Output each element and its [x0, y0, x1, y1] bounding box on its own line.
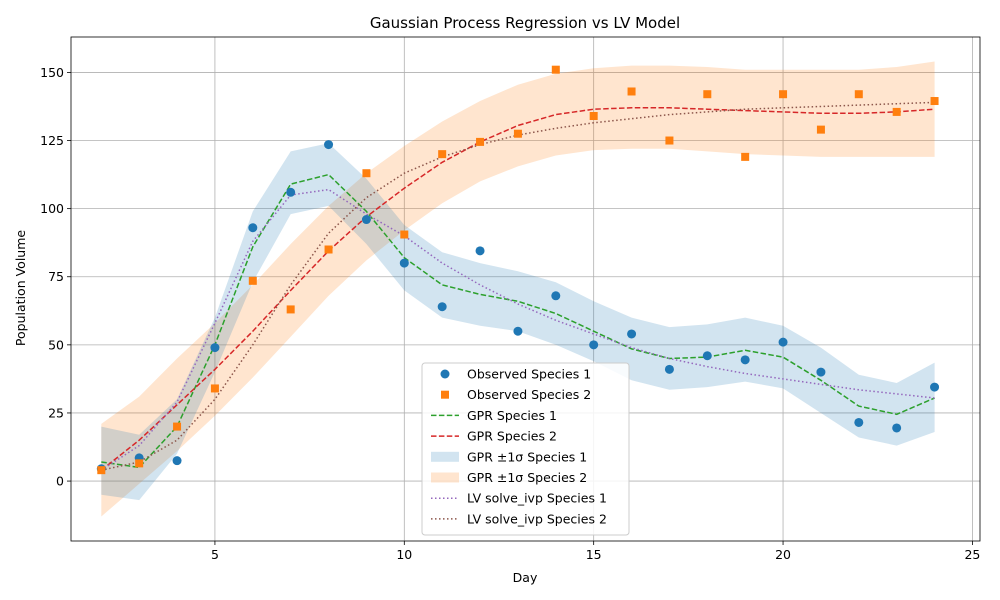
- legend-patch: [431, 451, 459, 462]
- gpr-line-species-2: [100, 107, 935, 471]
- gpr-band-species-1: [101, 143, 935, 501]
- observed-species-2-point: [400, 230, 409, 239]
- y-tick-label: 50: [48, 337, 64, 352]
- observed-species-2-point: [438, 150, 447, 159]
- observed-species-1-point: [551, 291, 561, 301]
- observed-species-2-point: [930, 97, 939, 106]
- observed-species-1-point: [854, 417, 864, 427]
- observed-species-1-point: [664, 364, 674, 374]
- observed-species-1-point: [778, 337, 788, 347]
- legend-label: GPR Species 1: [467, 408, 557, 423]
- y-tick-label: 75: [48, 269, 64, 284]
- x-tick-label: 10: [396, 547, 412, 562]
- observed-species-1-point: [892, 423, 902, 433]
- observed-species-1-point: [475, 246, 485, 256]
- observed-species-1-point: [589, 340, 599, 350]
- gpr-line-species-1: [101, 173, 935, 469]
- observed-species-1-point: [324, 140, 334, 150]
- legend-marker-circle: [440, 369, 450, 379]
- chart-title: Gaussian Process Regression vs LV Model: [370, 14, 680, 32]
- plot-frame: [70, 36, 981, 542]
- legend-label: GPR ±1σ Species 2: [467, 470, 587, 485]
- observed-species-2-point: [892, 107, 901, 116]
- observed-species-1-point: [740, 355, 750, 365]
- legend: Observed Species 1 Observed Species 2 GPR …: [421, 362, 630, 536]
- observed-species-1-point: [248, 223, 258, 233]
- observed-species-2-point: [210, 384, 219, 393]
- legend-label: GPR Species 2: [467, 429, 557, 444]
- observed-species-2-point: [854, 90, 863, 99]
- legend-patch: [431, 472, 459, 483]
- observed-species-2-point: [627, 87, 636, 96]
- observed-species-1-point: [627, 329, 637, 339]
- legend-label: LV solve_ivp Species 1: [467, 491, 607, 506]
- legend-box: [421, 362, 630, 536]
- observed-species-1-point: [816, 367, 826, 377]
- observed-species-2-point: [476, 137, 485, 146]
- observed-species-2-point: [703, 90, 712, 99]
- y-axis-label: Population Volume: [13, 230, 28, 346]
- observed-species-2-point: [741, 152, 750, 161]
- observed-species-1-point: [210, 343, 220, 353]
- observed-species-2-point: [248, 276, 257, 285]
- legend-label: Observed Species 2: [467, 387, 591, 402]
- axes: 5 10 15 20 25 0 25 50 75 100 125 150: [40, 36, 981, 562]
- observed-species-2-point: [286, 305, 295, 314]
- x-tick-label: 25: [964, 547, 980, 562]
- observed-species-1-point: [513, 326, 523, 336]
- observed-species-2-point: [816, 125, 825, 134]
- observed-species-2-point: [362, 169, 371, 178]
- lv-line-species-1: [100, 188, 935, 471]
- observed-species-1-point: [702, 351, 712, 361]
- legend-label: Observed Species 1: [467, 367, 591, 382]
- confidence-bands: [101, 61, 935, 517]
- legend-label: LV solve_ivp Species 2: [467, 511, 607, 526]
- legend-label: GPR ±1σ Species 1: [467, 449, 587, 464]
- observed-species-2-point: [97, 466, 106, 475]
- observed-species-2-point: [135, 459, 144, 468]
- x-tick-label: 15: [586, 547, 602, 562]
- observed-species-1-point: [172, 456, 182, 466]
- x-axis-label: Day: [513, 570, 538, 585]
- observed-species-1-point: [437, 302, 447, 312]
- legend-marker-square: [441, 390, 449, 399]
- observed-species-2-point: [513, 129, 522, 138]
- gpr-band-species-2: [101, 61, 935, 517]
- observed-species-2-point: [665, 136, 674, 145]
- observed-species-1-point: [286, 187, 296, 197]
- observed-species-2-point: [779, 90, 788, 99]
- y-tick-label: 125: [40, 133, 64, 148]
- observed-species-2-point: [324, 245, 333, 254]
- x-tick-label: 5: [211, 547, 219, 562]
- observed-markers: [96, 65, 940, 475]
- observed-species-1-point: [930, 382, 940, 392]
- observed-species-1-point: [361, 215, 371, 225]
- y-tick-label: 100: [40, 201, 64, 216]
- observed-species-2-point: [589, 112, 598, 121]
- observed-species-2-point: [551, 65, 560, 74]
- y-tick-label: 150: [40, 65, 64, 80]
- observed-species-1-point: [399, 258, 409, 268]
- observed-species-2-point: [173, 422, 182, 431]
- x-tick-label: 20: [775, 547, 791, 562]
- y-tick-label: 25: [48, 405, 64, 420]
- y-tick-label: 0: [56, 474, 64, 489]
